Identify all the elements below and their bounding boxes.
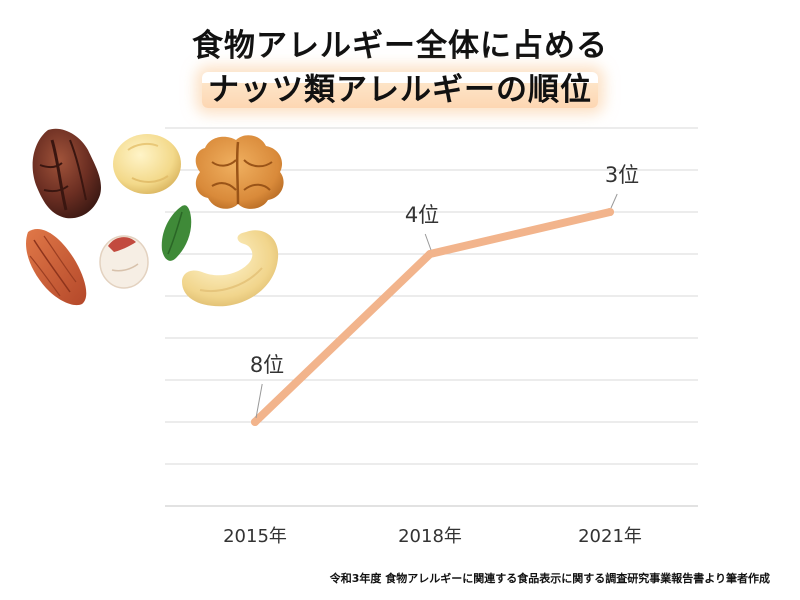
- almond-icon: [26, 228, 87, 306]
- data-label: 4位: [405, 203, 439, 227]
- leader-line: [610, 193, 618, 209]
- leader-line: [424, 233, 432, 251]
- pumpkin-seed-icon: [161, 205, 192, 261]
- data-point: [606, 208, 614, 216]
- chart-title-line1: 食物アレルギー全体に占める: [192, 28, 608, 64]
- data-label: 8位: [250, 353, 284, 377]
- data-label: 3位: [605, 163, 639, 187]
- data-labels: 8位 4位 3位: [250, 163, 639, 419]
- x-tick-label: 2015年: [223, 526, 287, 547]
- x-axis-labels: 2015年 2018年 2021年: [223, 526, 642, 547]
- cashew-icon: [182, 230, 279, 307]
- nuts-illustration: [26, 128, 284, 307]
- series-line: [251, 208, 614, 426]
- data-point: [251, 418, 259, 426]
- x-tick-label: 2018年: [398, 526, 462, 547]
- x-tick-label: 2021年: [578, 526, 642, 547]
- pistachio-icon: [99, 235, 149, 289]
- chart-title-highlight: ナッツ類アレルギーの順位: [202, 72, 598, 108]
- leader-line: [255, 383, 263, 419]
- source-note: 令和3年度 食物アレルギーに関連する食品表示に関する調査研究事業報告書より筆者作…: [329, 572, 770, 585]
- rank-line: [251, 208, 614, 426]
- data-point: [426, 250, 434, 258]
- walnut-icon: [195, 135, 284, 209]
- pecan-icon: [32, 128, 101, 219]
- macadamia-icon: [113, 134, 181, 194]
- chart-title-line2: ナッツ類アレルギーの順位: [0, 64, 800, 109]
